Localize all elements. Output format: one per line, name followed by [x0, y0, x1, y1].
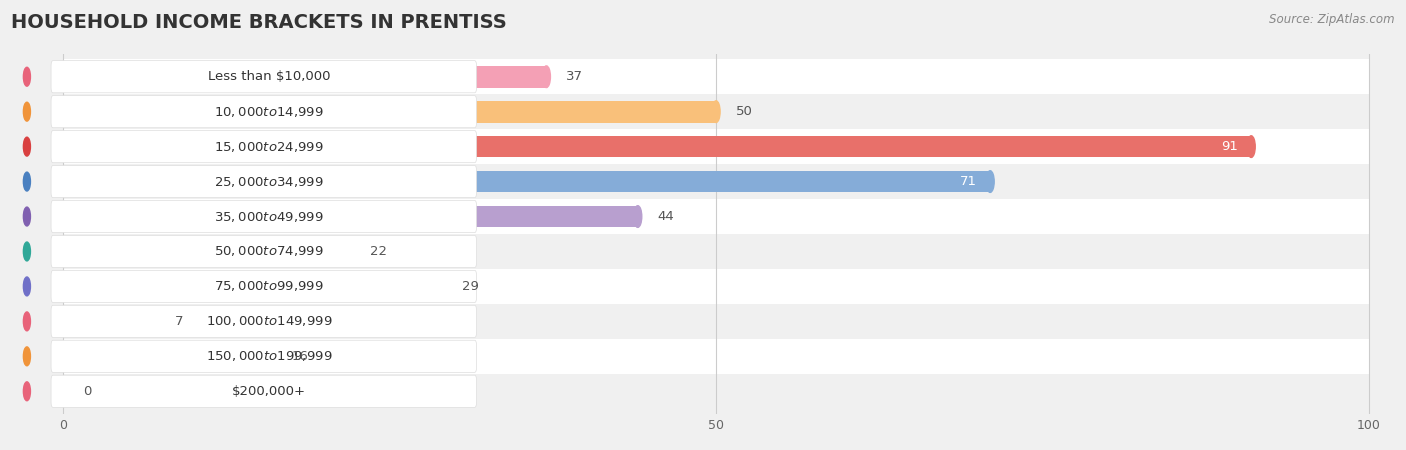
Text: $15,000 to $24,999: $15,000 to $24,999	[214, 140, 323, 153]
Bar	[63, 66, 547, 88]
Text: $100,000 to $149,999: $100,000 to $149,999	[205, 315, 332, 328]
FancyBboxPatch shape	[51, 375, 477, 407]
Text: $25,000 to $34,999: $25,000 to $34,999	[214, 175, 323, 189]
Text: 44: 44	[658, 210, 673, 223]
Circle shape	[24, 242, 31, 261]
Bar	[63, 304, 1368, 339]
FancyBboxPatch shape	[51, 340, 477, 373]
Text: $35,000 to $49,999: $35,000 to $49,999	[214, 210, 323, 224]
Bar	[63, 164, 1368, 199]
Circle shape	[150, 310, 159, 332]
Circle shape	[24, 382, 31, 400]
Bar	[63, 206, 638, 227]
FancyBboxPatch shape	[51, 61, 477, 93]
Circle shape	[543, 66, 550, 88]
Circle shape	[711, 101, 720, 122]
Bar	[63, 101, 716, 122]
Bar	[63, 310, 155, 332]
FancyBboxPatch shape	[51, 130, 477, 163]
Text: 71: 71	[960, 175, 977, 188]
FancyBboxPatch shape	[51, 305, 477, 338]
Text: 91: 91	[1222, 140, 1239, 153]
Circle shape	[24, 277, 31, 296]
Text: Less than $10,000: Less than $10,000	[208, 70, 330, 83]
Text: 16: 16	[292, 350, 309, 363]
Circle shape	[59, 171, 67, 193]
Circle shape	[24, 347, 31, 366]
Circle shape	[59, 380, 67, 402]
Circle shape	[269, 346, 277, 367]
Bar	[63, 269, 1368, 304]
Circle shape	[59, 275, 67, 297]
Circle shape	[24, 172, 31, 191]
Text: $10,000 to $14,999: $10,000 to $14,999	[214, 105, 323, 119]
Circle shape	[66, 380, 75, 402]
Bar	[63, 374, 1368, 409]
Circle shape	[59, 346, 67, 367]
Circle shape	[59, 66, 67, 88]
Bar	[63, 339, 1368, 374]
Bar	[63, 171, 990, 193]
FancyBboxPatch shape	[51, 270, 477, 302]
Bar	[63, 275, 441, 297]
Circle shape	[59, 310, 67, 332]
FancyBboxPatch shape	[51, 95, 477, 128]
Circle shape	[24, 102, 31, 121]
Text: 50: 50	[735, 105, 752, 118]
Circle shape	[24, 207, 31, 226]
Bar	[63, 59, 1368, 94]
FancyBboxPatch shape	[51, 200, 477, 233]
Circle shape	[59, 136, 67, 158]
Bar	[63, 346, 273, 367]
Text: 37: 37	[567, 70, 583, 83]
Circle shape	[24, 68, 31, 86]
Circle shape	[1247, 136, 1256, 158]
Text: $200,000+: $200,000+	[232, 385, 307, 398]
Bar	[63, 129, 1368, 164]
Text: $50,000 to $74,999: $50,000 to $74,999	[214, 244, 323, 258]
Text: 22: 22	[370, 245, 387, 258]
Bar	[63, 136, 1251, 158]
Circle shape	[24, 137, 31, 156]
Text: $75,000 to $99,999: $75,000 to $99,999	[214, 279, 323, 293]
Bar	[63, 234, 1368, 269]
Circle shape	[59, 241, 67, 262]
FancyBboxPatch shape	[51, 235, 477, 268]
Circle shape	[634, 206, 641, 227]
Circle shape	[24, 312, 31, 331]
Bar	[63, 199, 1368, 234]
Circle shape	[346, 241, 354, 262]
FancyBboxPatch shape	[51, 166, 477, 198]
Text: Source: ZipAtlas.com: Source: ZipAtlas.com	[1270, 14, 1395, 27]
Text: 29: 29	[461, 280, 478, 293]
Bar	[63, 241, 350, 262]
Text: $150,000 to $199,999: $150,000 to $199,999	[205, 349, 332, 363]
Text: HOUSEHOLD INCOME BRACKETS IN PRENTISS: HOUSEHOLD INCOME BRACKETS IN PRENTISS	[11, 14, 508, 32]
Circle shape	[437, 275, 446, 297]
Bar	[63, 380, 70, 402]
Text: 0: 0	[83, 385, 91, 398]
Circle shape	[59, 101, 67, 122]
Text: 7: 7	[174, 315, 183, 328]
Circle shape	[59, 206, 67, 227]
Circle shape	[986, 171, 994, 193]
Bar	[63, 94, 1368, 129]
